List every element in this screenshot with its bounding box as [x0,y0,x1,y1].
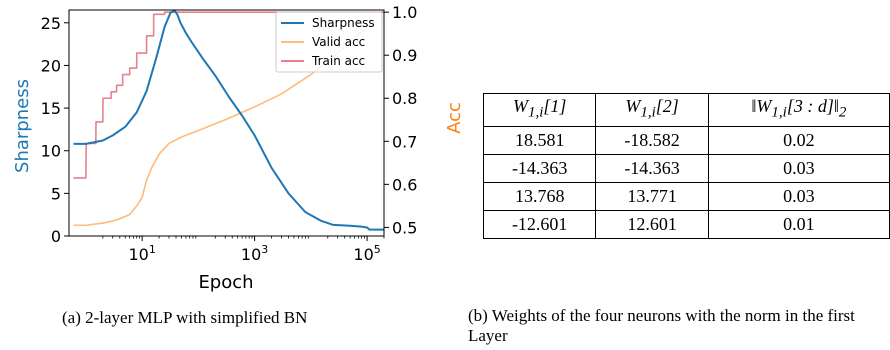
left-tick-label: 5 [51,184,61,203]
right-axis-label: Acc [444,102,465,134]
table-cell: 12.601 [595,209,709,239]
series-line-valid-acc [73,20,378,227]
legend-box [275,11,383,73]
table-header-cell: W1,i[2] [595,93,709,127]
left-tick-label: 25 [41,14,61,33]
right-tick-label: 0.7 [392,132,417,151]
caption-b: (b) Weights of the four neurons with the… [468,306,855,345]
table-cell: 0.03 [707,181,890,211]
right-tick-label: 1.0 [392,3,417,22]
table-row: -12.601 12.601 0.01 [482,209,890,239]
legend-label: Train acc [311,54,365,68]
plot-frame [68,9,385,237]
right-axis-ticks: 0.5 0.6 0.7 0.8 0.9 1.0 [384,3,417,237]
right-tick-label: 0.5 [392,218,417,237]
series-line-train-acc [73,11,384,179]
x-axis-label: Epoch [198,272,253,293]
series-line-sharpness [73,9,384,231]
left-tick-label: 10 [41,142,61,161]
table-header-cell: ‖W1,i[3 : d]‖2 [707,93,890,127]
table-row: 18.581 -18.582 0.02 [482,125,890,155]
x-tick-label: 101 [128,243,155,264]
x-tick-label: 105 [353,243,380,264]
left-axis-label: Sharpness [12,79,33,173]
table-cell: -14.363 [482,153,597,183]
table-header-row: W1,i[1] W1,i[2] ‖W1,i[3 : d]‖2 [482,93,890,127]
table-cell: 0.01 [707,209,890,239]
table-header-cell: W1,i[1] [482,93,597,127]
table-cell: 13.768 [482,181,597,211]
table-cell: -18.582 [595,125,709,155]
table-cell: 0.03 [707,153,890,183]
left-axis-ticks: 0 5 10 15 20 25 [41,14,69,246]
plot-lines [73,9,384,231]
legend: Sharpness Valid acc Train acc [275,11,383,73]
table-cell: 0.02 [707,125,890,155]
weights-table: W1,i[1] W1,i[2] ‖W1,i[3 : d]‖2 18.581 -18.5… [482,93,890,239]
right-tick-label: 0.9 [392,46,417,65]
table-row: 13.768 13.771 0.03 [482,181,890,211]
table-row: -14.363 -14.363 0.03 [482,153,890,183]
x-axis-ticks: 101 103 105 [102,236,385,264]
legend-label: Valid acc [312,35,365,49]
table-cell: -12.601 [482,209,597,239]
right-tick-label: 0.8 [392,89,417,108]
table-cell: -14.363 [595,153,709,183]
left-tick-label: 20 [41,56,61,75]
left-tick-label: 0 [51,227,61,246]
left-tick-label: 15 [41,99,61,118]
caption-a: (a) 2-layer MLP with simplified BN [62,308,308,327]
legend-label: Sharpness [312,16,375,30]
table-cell: 18.581 [482,125,597,155]
right-tick-label: 0.6 [392,175,417,194]
x-tick-label: 103 [241,243,268,264]
table-cell: 13.771 [595,181,709,211]
